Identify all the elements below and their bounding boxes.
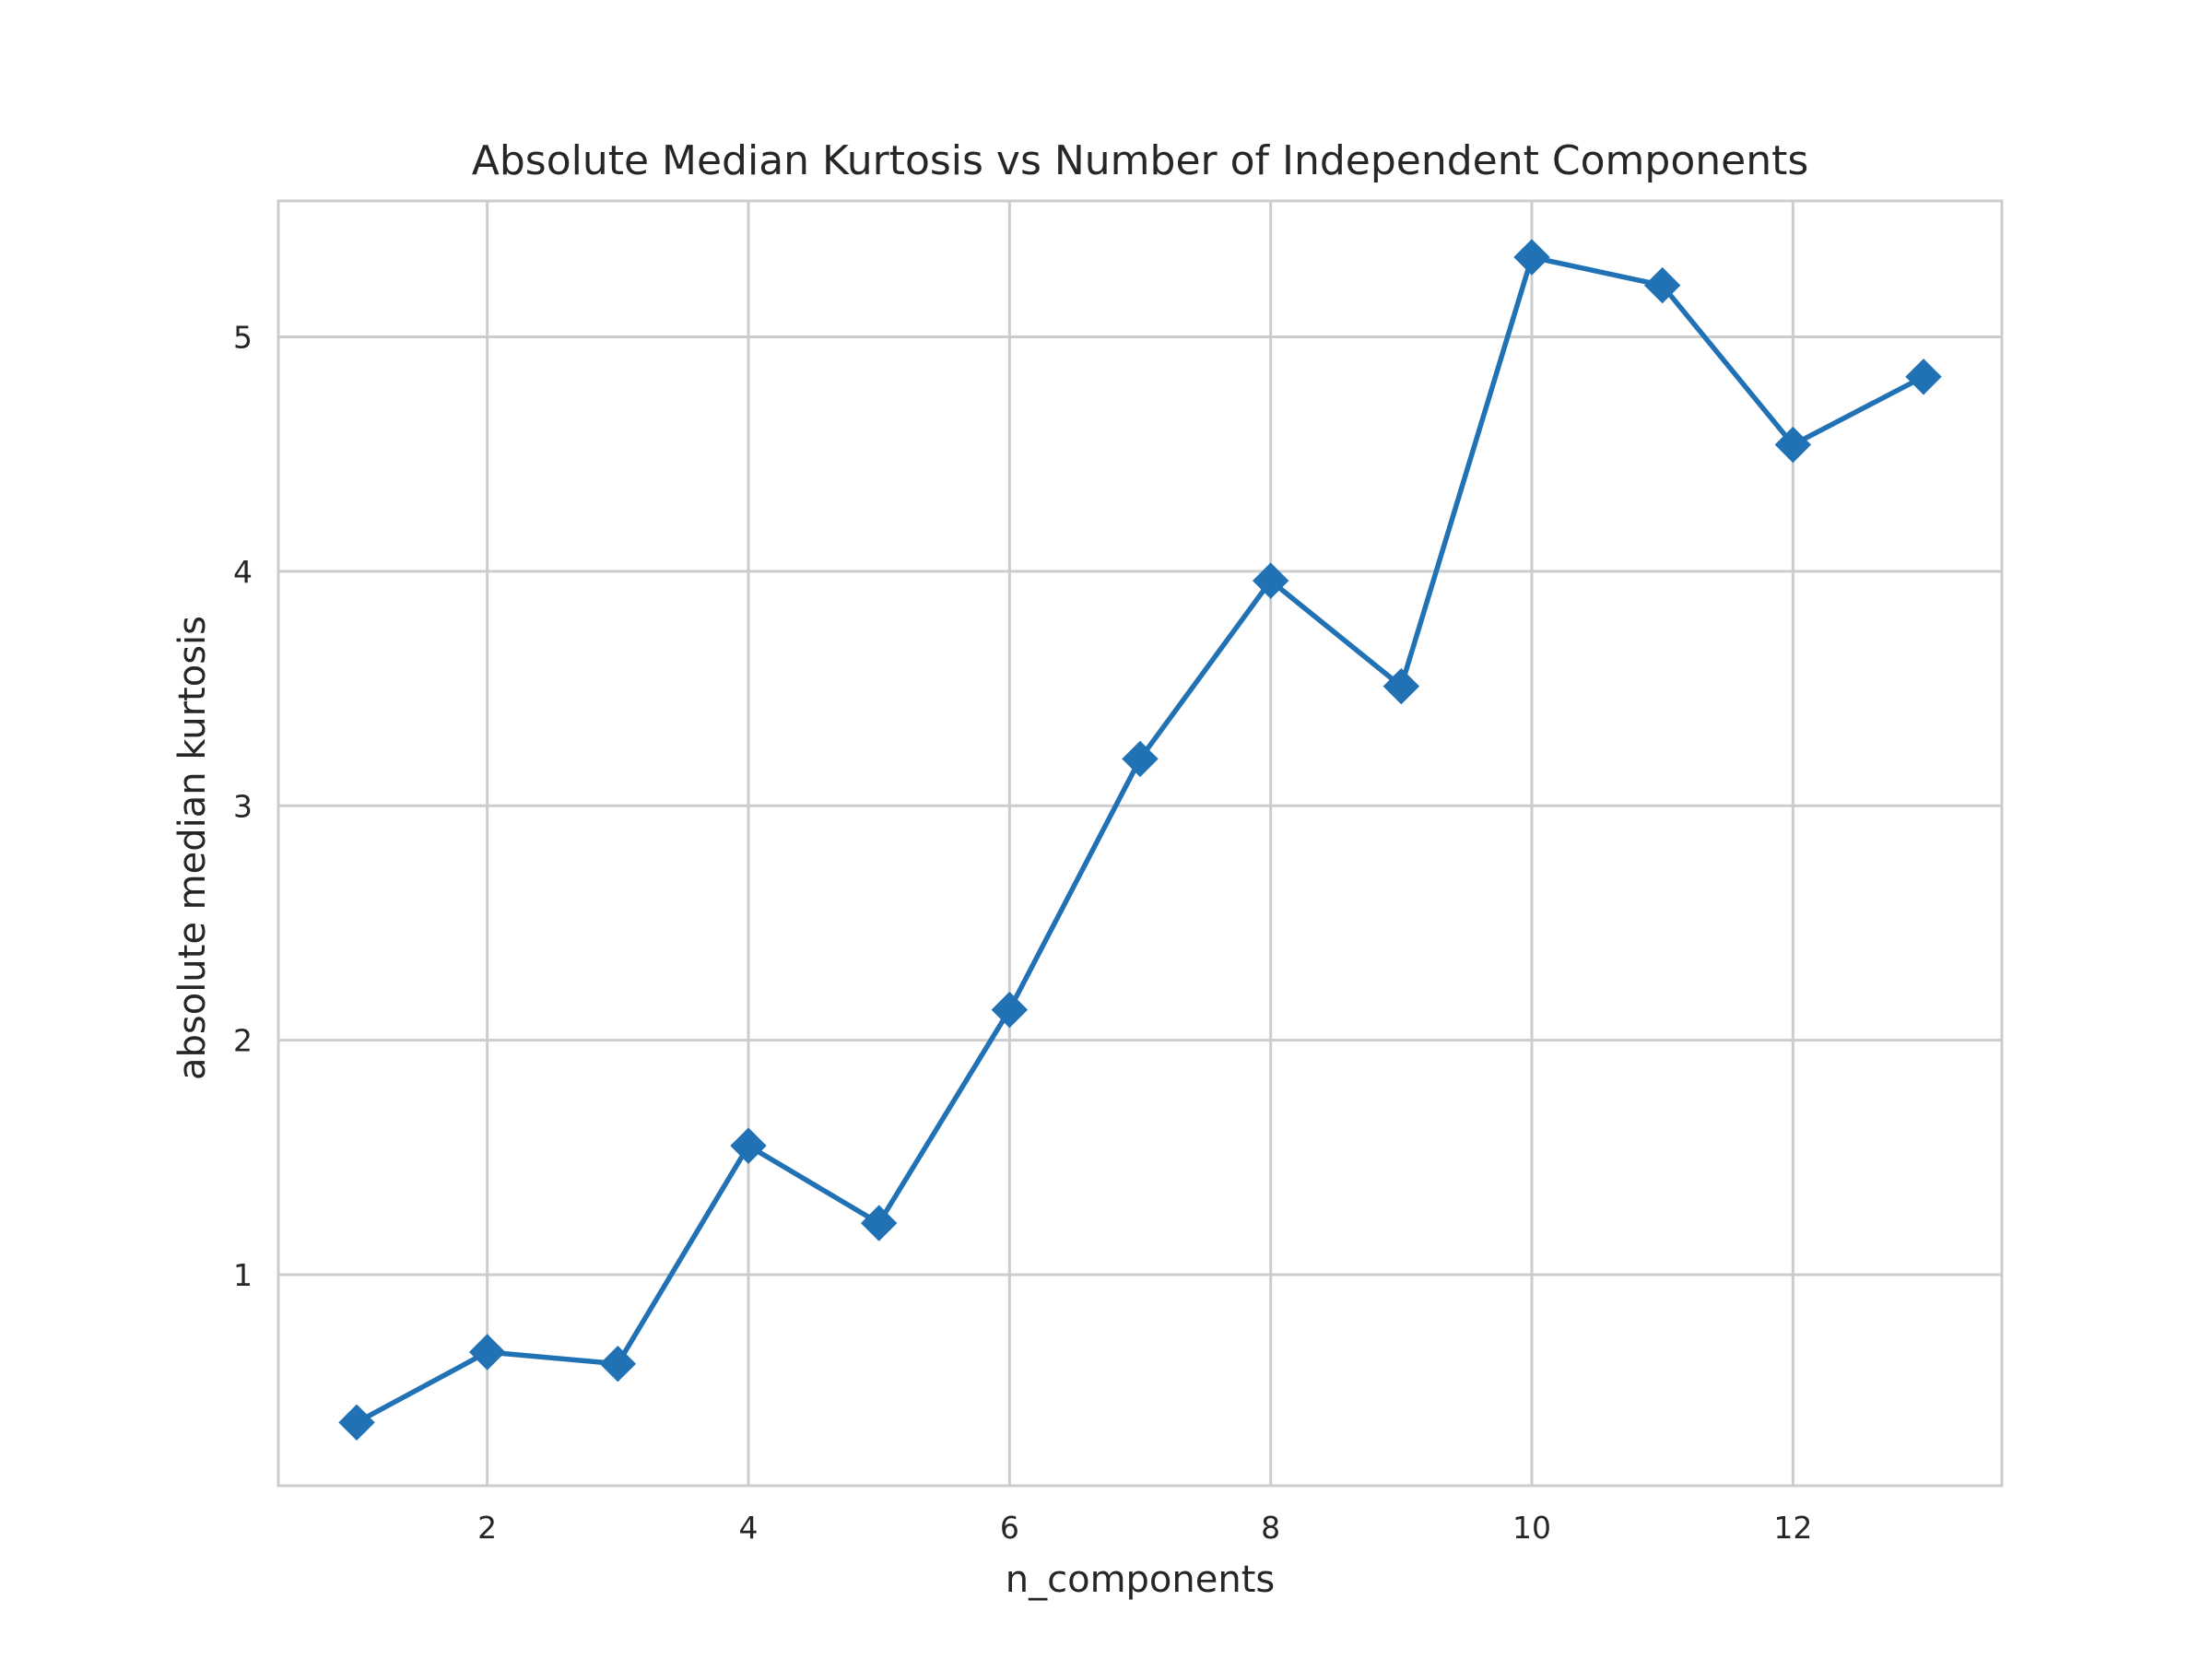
data-point-marker (1905, 359, 1942, 395)
data-point-marker (991, 991, 1029, 1029)
data-point-marker (730, 1127, 767, 1164)
y-tick-labels: 1 2 3 4 5 (233, 320, 253, 1294)
y-tick-label: 2 (233, 1023, 253, 1059)
chart-title: Absolute Median Kurtosis vs Number of In… (472, 137, 1809, 184)
data-point-marker (1643, 266, 1681, 304)
plot-area-frame (276, 199, 2004, 1488)
x-tick-label: 10 (1512, 1510, 1551, 1546)
data-point-marker (1382, 667, 1420, 705)
y-tick-label: 3 (233, 788, 253, 824)
y-tick-label: 1 (233, 1257, 253, 1293)
y-tick-label: 5 (233, 320, 253, 356)
x-tick-label: 12 (1773, 1510, 1812, 1546)
data-point-marker (468, 1334, 506, 1371)
y-axis-label: absolute median kurtosis (171, 616, 214, 1080)
series-layer (338, 239, 1942, 1441)
data-point-marker (1774, 426, 1812, 464)
x-tick-label: 6 (1000, 1510, 1019, 1546)
x-tick-label: 8 (1261, 1510, 1280, 1546)
data-point-marker (599, 1346, 637, 1382)
data-point-marker (338, 1404, 375, 1441)
x-tick-labels: 2 4 6 8 10 12 (477, 1510, 1812, 1546)
data-point-marker (860, 1205, 898, 1241)
data-point-marker (1122, 740, 1159, 778)
data-point-marker (1252, 562, 1289, 599)
y-tick-label: 4 (233, 554, 253, 590)
x-tick-label: 4 (739, 1510, 759, 1546)
x-tick-label: 2 (477, 1510, 497, 1546)
grid-lines (278, 201, 2002, 1486)
x-axis-label: n_components (1006, 1559, 1275, 1601)
data-point-marker (1513, 239, 1550, 276)
